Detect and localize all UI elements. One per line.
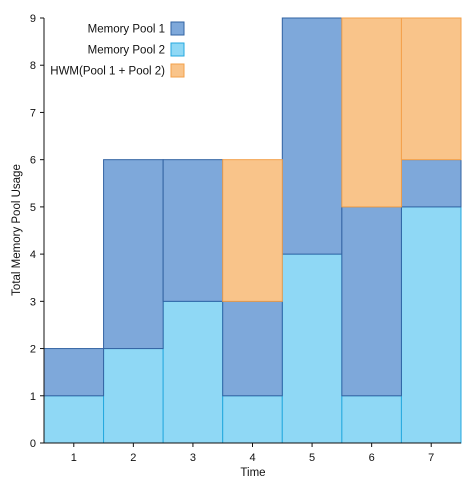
- y-tick-label-5: 5: [30, 202, 36, 214]
- y-tick-label-2: 2: [30, 344, 36, 356]
- legend-swatch-memory-pool-2: [170, 42, 185, 57]
- y-tick-label-1: 1: [30, 391, 36, 403]
- bar-hwm-pool-1-pool-2-7: [400, 17, 462, 161]
- bar-memory-pool-1-5: [281, 17, 343, 255]
- bar-memory-pool-1-2: [103, 159, 164, 350]
- y-tick-label-7: 7: [30, 107, 36, 119]
- bars-layer: [43, 17, 462, 444]
- y-tick-label-6: 6: [30, 155, 36, 167]
- x-tick-label-1: 1: [71, 452, 77, 464]
- bar-hwm-pool-1-pool-2-6: [341, 17, 402, 208]
- legend-swatch-hwm-pool-1-pool-2: [170, 63, 185, 78]
- x-tick-label-6: 6: [369, 452, 375, 464]
- x-tick-labels: 1 2 3 4 5 6 7: [71, 443, 434, 464]
- bar-memory-pool-1-6: [341, 206, 402, 397]
- y-tick-label-0: 0: [30, 438, 36, 450]
- x-tick-label-4: 4: [249, 452, 255, 464]
- y-tick-label-4: 4: [30, 249, 36, 261]
- y-tick-label-9: 9: [30, 13, 36, 25]
- bar-memory-pool-2-4: [222, 395, 283, 444]
- bar-hwm-pool-1-pool-2-4: [222, 159, 283, 302]
- legend-swatch-memory-pool-1: [170, 21, 185, 36]
- bar-memory-pool-2-1: [43, 395, 105, 444]
- bar-memory-pool-2-7: [400, 206, 462, 444]
- legend-label-memory-pool-2: Memory Pool 2: [88, 45, 165, 57]
- bar-memory-pool-1-7: [400, 159, 462, 208]
- y-tick-label-3: 3: [30, 296, 36, 308]
- y-tick-label-8: 8: [30, 60, 36, 72]
- y-axis-label: Total Memory Pool Usage: [11, 164, 23, 296]
- legend-label-hwm-pool-1-pool-2: HWM(Pool 1 + Pool 2): [50, 66, 165, 78]
- x-tick-label-3: 3: [190, 452, 196, 464]
- legend: Memory Pool 1 Memory Pool 2 HWM(Pool 1 + P…: [50, 21, 185, 78]
- legend-label-memory-pool-1: Memory Pool 1: [88, 24, 165, 36]
- bar-memory-pool-1-4: [222, 300, 283, 397]
- x-axis-label: Time: [240, 467, 265, 479]
- x-tick-label-5: 5: [309, 452, 315, 464]
- bar-memory-pool-2-5: [281, 253, 343, 444]
- x-tick-label-2: 2: [130, 452, 136, 464]
- bar-memory-pool-2-6: [341, 395, 402, 444]
- bar-memory-pool-1-1: [43, 348, 105, 397]
- bar-memory-pool-2-2: [103, 348, 164, 444]
- x-tick-label-7: 7: [428, 452, 434, 464]
- y-tick-labels: 0 1 2 3 4 5 6 7 8 9: [30, 13, 44, 450]
- bar-memory-pool-1-3: [162, 159, 224, 302]
- bar-memory-pool-2-3: [162, 300, 224, 444]
